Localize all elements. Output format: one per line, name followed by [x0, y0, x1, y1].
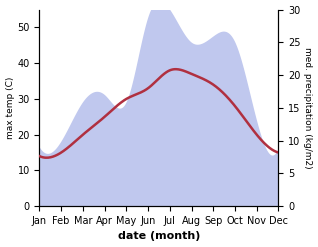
X-axis label: date (month): date (month) [118, 231, 200, 242]
Y-axis label: med. precipitation (kg/m2): med. precipitation (kg/m2) [303, 47, 313, 169]
Y-axis label: max temp (C): max temp (C) [5, 77, 15, 139]
